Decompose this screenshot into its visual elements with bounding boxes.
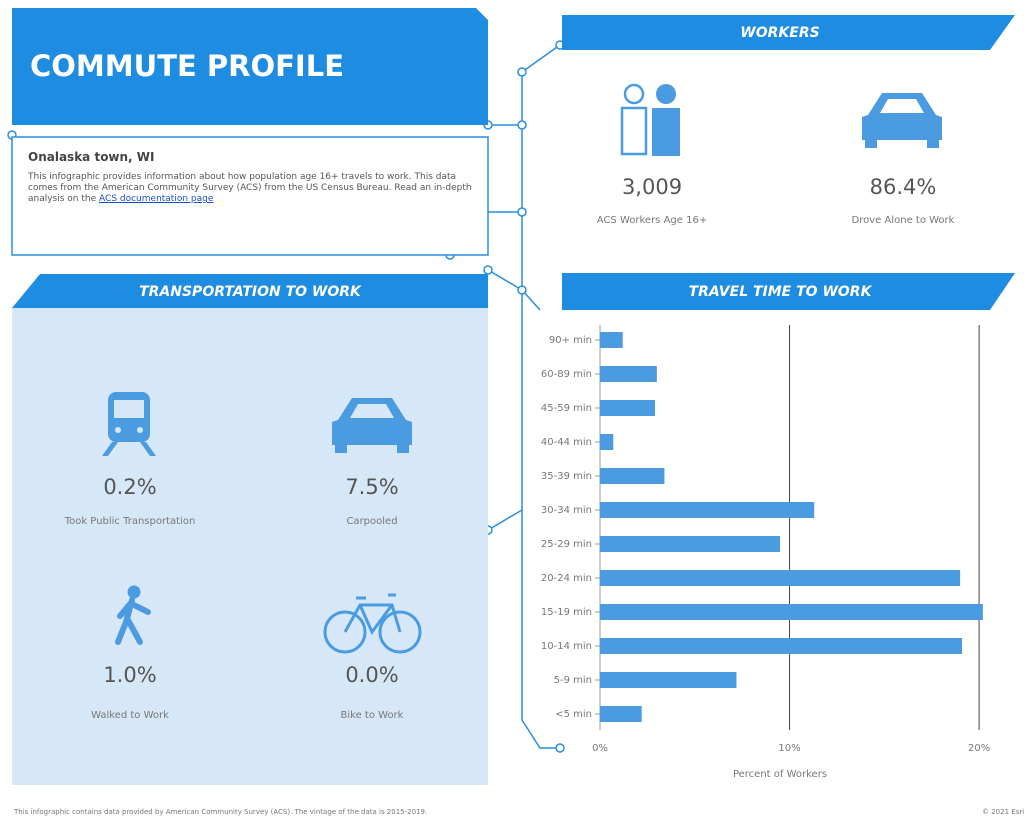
bar [600,434,614,450]
info-box [11,136,489,256]
bar [600,570,961,586]
header-bg [12,8,488,125]
stat-value: 0.2% [103,475,156,499]
car-icon [862,93,942,148]
link[interactable]: ACS documentation page [99,194,214,204]
y-tick-label: 20-24 min [541,573,592,584]
bar [600,468,665,484]
copyright: © 2021 Esri [982,808,1024,816]
stat-label: Took Public Transportation [64,516,196,527]
x-tick-label: 0% [592,743,608,754]
bar [600,638,963,654]
y-tick-label: 15-19 min [541,607,592,618]
bar [600,400,655,416]
stat-value: 86.4% [870,175,937,199]
description: This infographic provides information ab… [28,172,472,204]
bar [600,502,815,518]
stat-value: 7.5% [345,475,398,499]
car-icon [332,398,412,453]
x-tick-label: 10% [778,743,800,754]
banner-title: WORKERS [740,25,819,41]
banner-title: TRAVEL TIME TO WORK [689,284,873,300]
y-tick-label: 30-34 min [541,505,592,516]
stat-value: 3,009 [622,175,682,199]
bar [600,672,737,688]
train-icon [102,392,156,456]
y-tick-label: 60-89 min [541,369,592,380]
stat-value: 1.0% [103,663,156,687]
y-tick-label: 10-14 min [541,641,592,652]
x-tick-label: 20% [968,743,990,754]
bar [600,604,983,620]
banner [562,273,1015,310]
bar [600,366,657,382]
footer-note: This infographic contains data provided … [13,808,427,816]
y-tick-label: <5 min [555,709,592,720]
stat-label: Drove Alone to Work [852,215,955,226]
y-tick-label: 25-29 min [541,539,592,550]
stat-label: ACS Workers Age 16+ [597,215,707,226]
connectors [7,40,565,753]
x-axis-label: Percent of Workers [733,769,827,780]
walk-icon [115,585,151,645]
bar [600,332,623,348]
y-tick-label: 40-44 min [541,437,592,448]
people-icon [620,83,680,156]
y-tick-label: 5-9 min [554,675,592,686]
bike-icon [323,593,422,654]
panel [12,308,488,785]
bar [600,536,781,552]
banner-title: TRANSPORTATION TO WORK [139,284,362,300]
stat-value: 0.0% [345,663,398,687]
banner [12,274,488,308]
stat-label: Bike to Work [341,710,404,721]
stat-label: Carpooled [346,516,397,527]
y-tick-label: 90+ min [549,335,592,346]
stat-label: Walked to Work [91,710,169,721]
banner [562,15,1015,50]
title: COMMUTE PROFILE [30,49,344,83]
bar [600,706,642,722]
y-tick-label: 45-59 min [541,403,592,414]
info: Onalaska town, WI This infographic provi… [28,150,472,204]
location: Onalaska town, WI [28,150,155,164]
y-tick-label: 35-39 min [541,471,592,482]
